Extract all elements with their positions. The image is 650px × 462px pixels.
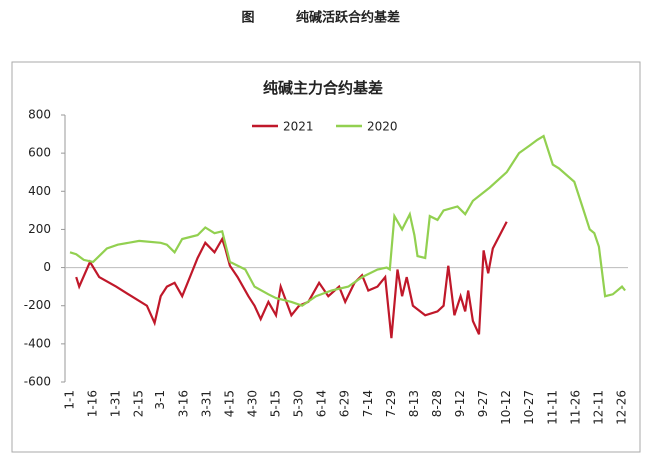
chart-title: 纯碱主力合约基差	[263, 79, 383, 97]
x-tick-label: 12-26	[615, 390, 629, 425]
y-tick-label: 200	[28, 222, 51, 236]
x-tick-label: 1-1	[63, 390, 77, 410]
x-tick-label: 8-28	[430, 390, 444, 417]
x-tick-label: 6-14	[315, 390, 329, 417]
y-tick-label: -600	[24, 375, 51, 389]
data-line	[69, 134, 626, 307]
y-tick-label: 800	[28, 108, 51, 122]
x-tick-label: 2-15	[132, 390, 146, 417]
legend-label: 2021	[283, 120, 314, 134]
y-tick-label: 400	[28, 184, 51, 198]
x-tick-label: 10-27	[522, 390, 536, 425]
x-tick-label: 11-26	[568, 390, 582, 425]
data-line	[75, 221, 508, 339]
x-tick-label: 3-31	[199, 390, 213, 417]
legend-label: 2020	[367, 120, 398, 134]
x-tick-label: 10-12	[499, 390, 513, 425]
x-tick-label: 5-15	[269, 390, 283, 417]
x-tick-label: 8-13	[407, 390, 421, 417]
x-tick-label: 12-11	[591, 390, 605, 425]
x-tick-label: 9-27	[476, 390, 490, 417]
x-tick-label: 11-11	[545, 390, 559, 425]
x-tick-label: 3-16	[176, 390, 190, 417]
y-tick-label: -200	[24, 298, 51, 312]
x-tick-label: 1-31	[109, 390, 123, 417]
y-tick-label: 0	[43, 260, 51, 274]
caption-label: 图	[241, 11, 254, 26]
chart-frame	[11, 61, 641, 453]
x-tick-label: 6-29	[338, 390, 352, 417]
x-tick-label: 7-14	[361, 390, 375, 417]
y-tick-label: -400	[24, 336, 51, 350]
x-tick-label: 3-1	[153, 390, 167, 410]
x-tick-label: 4-15	[222, 390, 236, 417]
x-tick-label: 9-12	[453, 390, 467, 417]
x-tick-label: 1-16	[86, 390, 100, 417]
x-tick-label: 5-30	[292, 390, 306, 417]
x-tick-label: 7-29	[384, 390, 398, 417]
y-tick-label: 600	[28, 146, 51, 160]
caption-title: 纯碱活跃合约基差	[296, 10, 400, 26]
x-tick-label: 4-30	[245, 390, 259, 417]
